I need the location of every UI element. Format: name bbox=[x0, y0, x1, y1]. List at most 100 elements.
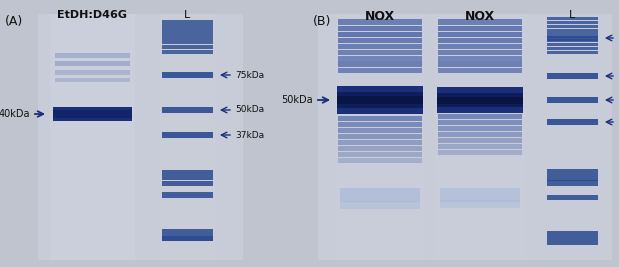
Bar bbox=[337, 86, 423, 114]
Text: 75kDa: 75kDa bbox=[618, 72, 619, 80]
Bar bbox=[338, 128, 422, 132]
Bar bbox=[0, 260, 619, 267]
Bar bbox=[437, 96, 523, 104]
Bar bbox=[335, 14, 425, 260]
Bar bbox=[438, 61, 522, 67]
Bar bbox=[338, 37, 422, 42]
Bar bbox=[53, 110, 132, 118]
Bar bbox=[547, 73, 598, 79]
Bar bbox=[438, 49, 522, 54]
Bar bbox=[338, 121, 422, 127]
Bar bbox=[55, 69, 130, 74]
Bar bbox=[55, 78, 130, 82]
Text: 37kDa: 37kDa bbox=[618, 117, 619, 127]
Bar bbox=[547, 25, 598, 28]
Bar bbox=[547, 180, 598, 186]
Bar bbox=[162, 72, 213, 78]
Bar bbox=[55, 53, 130, 57]
Text: NOX: NOX bbox=[365, 10, 395, 23]
Bar bbox=[438, 132, 522, 136]
Bar bbox=[440, 200, 520, 208]
Bar bbox=[438, 32, 522, 37]
Bar bbox=[440, 188, 520, 202]
Bar bbox=[435, 14, 525, 260]
Bar bbox=[338, 139, 422, 144]
Bar bbox=[162, 107, 213, 113]
Bar bbox=[162, 20, 213, 24]
Text: L: L bbox=[569, 10, 575, 20]
Text: 250kDa: 250kDa bbox=[618, 33, 619, 42]
Bar bbox=[162, 50, 213, 54]
Bar bbox=[338, 32, 422, 37]
Bar bbox=[438, 26, 522, 30]
Bar bbox=[162, 180, 213, 186]
Bar bbox=[162, 132, 213, 138]
Bar bbox=[55, 61, 130, 65]
Bar bbox=[160, 14, 215, 260]
Bar bbox=[437, 93, 523, 107]
Text: 40kDa: 40kDa bbox=[0, 109, 30, 119]
Bar bbox=[438, 120, 522, 124]
Bar bbox=[162, 235, 213, 241]
Bar bbox=[338, 44, 422, 49]
Bar bbox=[547, 34, 598, 37]
Bar bbox=[438, 113, 522, 119]
Bar bbox=[162, 24, 213, 28]
Bar bbox=[162, 32, 213, 36]
Bar bbox=[547, 29, 598, 32]
Bar bbox=[547, 21, 598, 23]
Bar bbox=[338, 134, 422, 139]
Text: 75kDa: 75kDa bbox=[235, 70, 264, 80]
Text: 50kDa: 50kDa bbox=[618, 96, 619, 104]
Bar bbox=[438, 138, 522, 143]
Bar bbox=[338, 146, 422, 151]
Bar bbox=[162, 40, 213, 44]
Text: (A): (A) bbox=[5, 15, 24, 28]
Bar bbox=[337, 92, 423, 108]
Bar bbox=[318, 14, 612, 260]
Text: EtDH:D46G: EtDH:D46G bbox=[57, 10, 127, 20]
Bar bbox=[338, 151, 422, 156]
Bar bbox=[438, 68, 522, 73]
Bar bbox=[338, 61, 422, 67]
Bar bbox=[162, 36, 213, 40]
Bar bbox=[438, 143, 522, 148]
Bar bbox=[437, 87, 523, 113]
Bar bbox=[545, 14, 600, 260]
Bar bbox=[438, 37, 522, 42]
Bar bbox=[547, 36, 598, 41]
Bar bbox=[38, 14, 243, 260]
Bar bbox=[50, 14, 135, 260]
Bar bbox=[338, 19, 422, 25]
Bar bbox=[438, 125, 522, 131]
Text: 50kDa: 50kDa bbox=[235, 105, 264, 115]
Bar bbox=[162, 45, 213, 49]
Bar bbox=[547, 50, 598, 53]
Bar bbox=[337, 96, 423, 104]
Bar bbox=[547, 42, 598, 45]
Bar bbox=[338, 26, 422, 30]
Text: L: L bbox=[184, 10, 190, 20]
Bar bbox=[162, 229, 213, 241]
Bar bbox=[547, 32, 598, 34]
Bar bbox=[162, 28, 213, 32]
Bar bbox=[547, 119, 598, 125]
Bar bbox=[338, 56, 422, 61]
Bar bbox=[547, 97, 598, 103]
Text: NOX: NOX bbox=[465, 10, 495, 23]
Bar bbox=[162, 170, 213, 180]
Bar bbox=[338, 158, 422, 163]
Text: 37kDa: 37kDa bbox=[235, 131, 264, 139]
Bar bbox=[438, 44, 522, 49]
Bar bbox=[438, 19, 522, 25]
Bar bbox=[547, 46, 598, 49]
Bar bbox=[338, 49, 422, 54]
Bar bbox=[338, 116, 422, 120]
Bar bbox=[340, 201, 420, 209]
Bar bbox=[162, 192, 213, 198]
Bar bbox=[547, 38, 598, 41]
Bar bbox=[340, 188, 420, 202]
Text: 50kDa: 50kDa bbox=[282, 95, 313, 105]
Bar bbox=[547, 194, 598, 199]
Bar bbox=[547, 169, 598, 181]
